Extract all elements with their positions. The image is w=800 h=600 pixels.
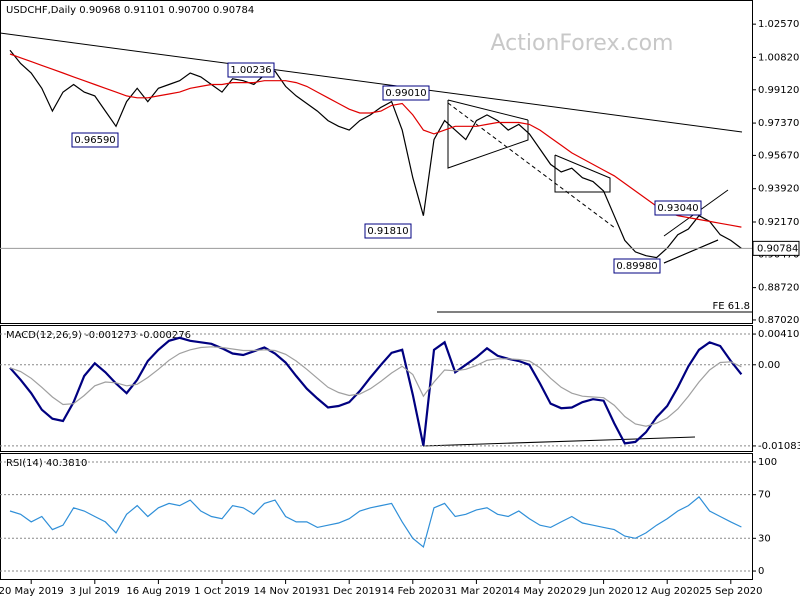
rsi-panel	[0, 453, 753, 580]
series-line	[9, 496, 742, 549]
rsi-header: RSI(14) 40.3810	[6, 458, 87, 469]
x-tick-label: 31 Dec 2019	[317, 586, 381, 597]
annotation: 0.96590	[74, 135, 115, 146]
x-tick-label: 20 May 2019	[0, 586, 64, 597]
series-line	[9, 336, 743, 446]
last-price-label: 0.90784	[757, 243, 798, 254]
macd-header: MACD(12,26,9) -0.001273 -0.000276	[6, 330, 191, 341]
annotation: FE 61.8	[712, 301, 750, 312]
price-header: USDCHF,Daily 0.90968 0.91101 0.90700 0.9…	[6, 5, 254, 16]
annotation-box	[654, 200, 702, 216]
annotation-box	[71, 132, 119, 148]
y-tick-label: 70	[758, 490, 771, 501]
annotation-box	[613, 258, 661, 274]
triangle	[447, 100, 529, 169]
x-tick-label: 1 Oct 2019	[194, 586, 249, 597]
annotation: 0.99010	[385, 88, 426, 99]
series-line	[9, 49, 742, 259]
y-tick-label: 0.97370	[758, 118, 799, 129]
channel	[554, 154, 611, 193]
annotation-box	[382, 85, 430, 101]
y-tick-label: 0.88720	[758, 283, 799, 294]
x-tick-label: 12 Aug 2020	[635, 586, 699, 597]
y-tick-label: 0.95670	[758, 150, 799, 161]
annotation-box	[227, 62, 275, 78]
last-price-box	[752, 240, 800, 256]
y-tick-label: 1.02570	[758, 19, 799, 30]
x-tick-label: 31 Mar 2020	[445, 586, 508, 597]
trend-line	[447, 99, 529, 121]
annotation-box	[364, 223, 412, 239]
divergence-line	[422, 436, 696, 447]
y-tick-label: 0.93920	[758, 184, 799, 195]
annotation: 0.91810	[367, 226, 408, 237]
y-tick-label: 0.99120	[758, 85, 799, 96]
x-tick-label: 14 Nov 2019	[254, 586, 318, 597]
y-tick-label: 1.00820	[758, 52, 799, 63]
macd-panel	[0, 325, 753, 452]
watermark: ActionForex.com	[491, 31, 674, 56]
y-tick-label: 0.87020	[758, 315, 799, 326]
price-panel	[0, 0, 753, 324]
y-tick-label: 0.00	[758, 360, 780, 371]
y-tick-label: 0.004101	[758, 329, 800, 340]
y-tick-label: 100	[758, 457, 777, 468]
x-tick-label: 25 Sep 2020	[699, 586, 762, 597]
x-tick-label: 16 Aug 2019	[126, 586, 190, 597]
channel	[663, 239, 719, 264]
trend-line	[0, 32, 743, 133]
annotation: 1.00236	[230, 65, 271, 76]
annotation: 0.93040	[657, 203, 698, 214]
x-tick-label: 14 May 2020	[507, 586, 572, 597]
y-tick-label: 0	[758, 566, 764, 577]
y-tick-label: 30	[758, 533, 771, 544]
series-line	[9, 346, 742, 427]
x-tick-label: 14 Feb 2020	[382, 586, 444, 597]
annotation: 0.89980	[616, 261, 657, 272]
series-line	[9, 53, 742, 228]
y-tick-label: 0.92170	[758, 217, 799, 228]
x-tick-label: 3 Jul 2019	[70, 586, 120, 597]
y-tick-label: -0.010833	[758, 441, 800, 452]
x-tick-label: 29 Jun 2020	[574, 586, 634, 597]
